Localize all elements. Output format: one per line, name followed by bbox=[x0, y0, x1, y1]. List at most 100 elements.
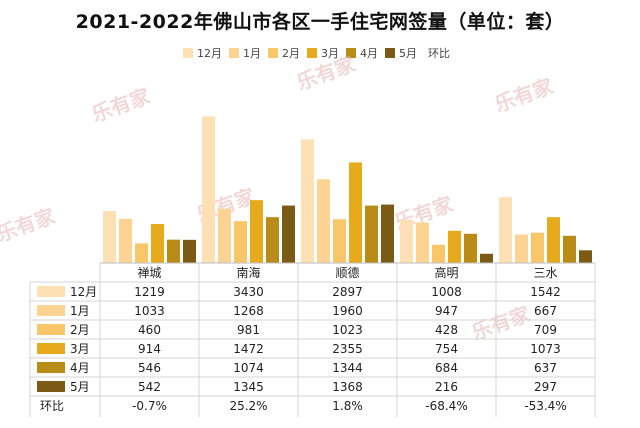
bar bbox=[499, 197, 512, 263]
row-label: 3月 bbox=[70, 342, 90, 356]
category-label: 顺德 bbox=[335, 265, 359, 280]
data-cell: 1219 bbox=[134, 285, 165, 299]
legend-swatch bbox=[229, 48, 239, 58]
legend-label: 2月 bbox=[282, 47, 300, 60]
bar bbox=[579, 250, 592, 263]
row-swatch bbox=[37, 286, 65, 297]
bar bbox=[515, 234, 528, 263]
watermark: 乐有家 bbox=[294, 51, 360, 94]
row-label: 4月 bbox=[70, 361, 90, 375]
legend-swatch bbox=[268, 48, 278, 58]
bar bbox=[234, 221, 247, 263]
data-cell: 754 bbox=[435, 342, 458, 356]
legend-label: 1月 bbox=[243, 47, 261, 60]
data-cell: 981 bbox=[237, 323, 260, 337]
data-cell: 684 bbox=[435, 361, 458, 375]
data-cell: 1268 bbox=[233, 304, 264, 318]
bar bbox=[547, 217, 560, 263]
legend-label: 4月 bbox=[360, 47, 378, 60]
bar bbox=[266, 217, 279, 263]
legend-item: 3月 bbox=[307, 45, 339, 61]
data-cell: 460 bbox=[138, 323, 161, 337]
data-cell: 667 bbox=[534, 304, 557, 318]
legend-item: 4月 bbox=[346, 45, 378, 61]
bar bbox=[167, 239, 180, 263]
data-cell: 947 bbox=[435, 304, 458, 318]
bar bbox=[183, 239, 196, 263]
bar bbox=[432, 244, 445, 263]
data-cell: 1542 bbox=[530, 285, 561, 299]
row-swatch bbox=[37, 305, 65, 316]
legend-item: 5月 bbox=[385, 45, 417, 61]
bar bbox=[464, 233, 477, 263]
bar bbox=[135, 243, 148, 263]
chart-title: 2021-2022年佛山市各区一手住宅网签量（单位：套） bbox=[75, 11, 565, 33]
bar bbox=[400, 219, 413, 263]
row-label: 12月 bbox=[70, 285, 97, 299]
data-cell: 1472 bbox=[233, 342, 264, 356]
data-cell: 1345 bbox=[233, 380, 264, 394]
data-cell: 637 bbox=[534, 361, 557, 375]
data-cell: 2897 bbox=[332, 285, 363, 299]
growth-cell: -53.4% bbox=[524, 399, 566, 413]
bar bbox=[531, 232, 544, 263]
bar bbox=[563, 235, 576, 263]
bar bbox=[349, 162, 362, 263]
data-cell: 914 bbox=[138, 342, 161, 356]
data-cell: 1074 bbox=[233, 361, 264, 375]
data-cell: 216 bbox=[435, 380, 458, 394]
data-cell: 1368 bbox=[332, 380, 363, 394]
data-cell: 1960 bbox=[332, 304, 363, 318]
bar bbox=[480, 253, 493, 263]
bar bbox=[151, 223, 164, 263]
bar bbox=[301, 139, 314, 263]
legend-swatch bbox=[385, 48, 395, 58]
data-cell: 2355 bbox=[332, 342, 363, 356]
data-cell: 428 bbox=[435, 323, 458, 337]
category-label: 高明 bbox=[434, 265, 458, 280]
data-cell: 542 bbox=[138, 380, 161, 394]
legend-swatch bbox=[307, 48, 317, 58]
growth-cell: -0.7% bbox=[132, 399, 167, 413]
legend-label: 12月 bbox=[197, 47, 222, 60]
bar bbox=[381, 204, 394, 263]
row-label: 2月 bbox=[70, 323, 90, 337]
bar bbox=[448, 230, 461, 263]
growth-label: 环比 bbox=[40, 399, 64, 413]
bar bbox=[218, 208, 231, 263]
legend-label: 5月 bbox=[399, 47, 417, 60]
watermark: 乐有家 bbox=[492, 73, 558, 116]
row-swatch bbox=[37, 343, 65, 354]
watermark: 乐有家 bbox=[469, 301, 535, 344]
bar bbox=[202, 116, 215, 264]
row-label: 1月 bbox=[70, 304, 90, 318]
data-cell: 1073 bbox=[530, 342, 561, 356]
category-label: 三水 bbox=[533, 266, 557, 280]
watermark: 乐有家 bbox=[89, 83, 155, 126]
bar bbox=[103, 210, 116, 263]
data-cell: 297 bbox=[534, 380, 557, 394]
row-swatch bbox=[37, 381, 65, 392]
bar bbox=[416, 222, 429, 263]
legend-growth-label: 环比 bbox=[428, 47, 450, 60]
row-swatch bbox=[37, 324, 65, 335]
data-cell: 1033 bbox=[134, 304, 165, 318]
data-cell: 1008 bbox=[431, 285, 462, 299]
row-swatch bbox=[37, 362, 65, 373]
bar bbox=[333, 219, 346, 263]
data-cell: 709 bbox=[534, 323, 557, 337]
data-cell: 1023 bbox=[332, 323, 363, 337]
legend-item: 12月 bbox=[183, 45, 222, 61]
growth-cell: 25.2% bbox=[229, 399, 267, 413]
category-label: 南海 bbox=[236, 265, 260, 280]
watermark: 乐有家 bbox=[0, 203, 59, 246]
legend-swatch bbox=[346, 48, 356, 58]
bar bbox=[365, 205, 378, 263]
bar bbox=[282, 205, 295, 263]
legend-label: 3月 bbox=[321, 47, 339, 60]
bar bbox=[119, 218, 132, 263]
row-label: 5月 bbox=[70, 380, 90, 394]
legend: 12月 1月 2月 3月 4月 5月 环比 bbox=[183, 45, 450, 61]
growth-cell: 1.8% bbox=[332, 399, 363, 413]
